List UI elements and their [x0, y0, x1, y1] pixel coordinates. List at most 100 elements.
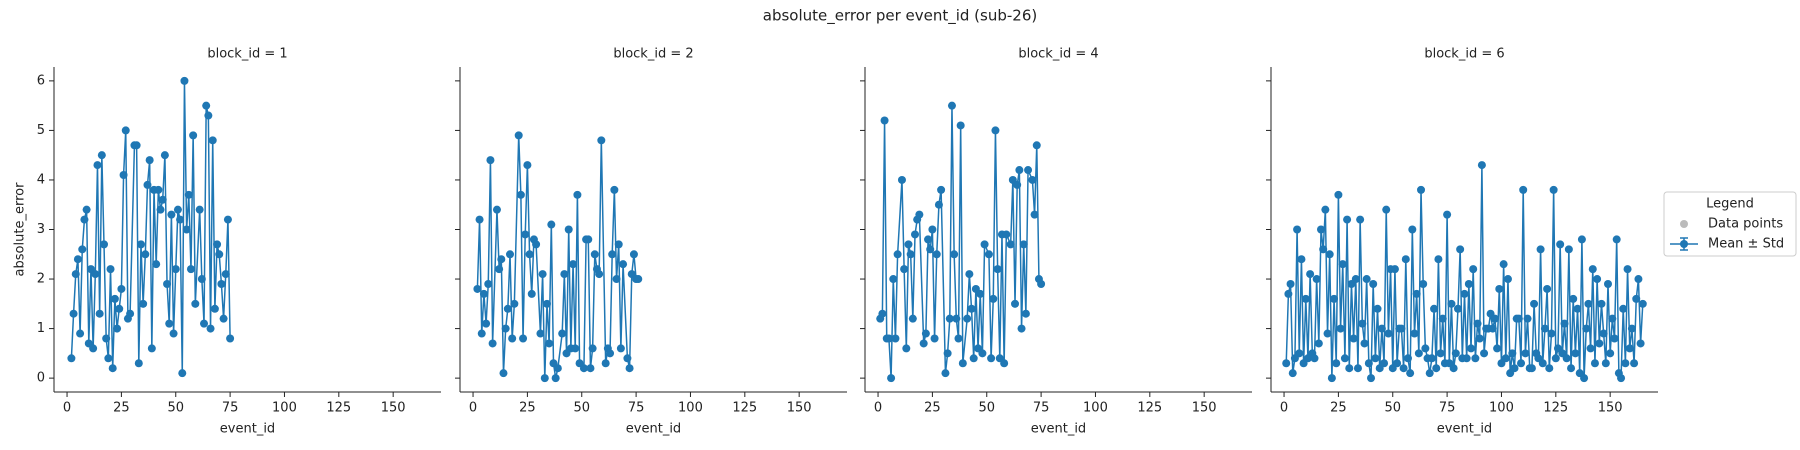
point: [532, 240, 541, 249]
point: [1019, 240, 1028, 249]
point: [921, 329, 930, 338]
point: [152, 260, 161, 269]
point: [980, 240, 989, 249]
point: [1471, 354, 1480, 363]
point: [560, 270, 569, 279]
point: [1610, 334, 1619, 343]
point: [477, 329, 486, 338]
point: [180, 76, 189, 85]
point: [1625, 344, 1634, 353]
point: [976, 289, 985, 298]
point: [1377, 324, 1386, 333]
point: [911, 230, 920, 239]
point: [1549, 185, 1558, 194]
point: [978, 349, 987, 358]
point: [1562, 354, 1571, 363]
point: [1282, 359, 1291, 368]
point: [984, 250, 993, 259]
point: [952, 314, 961, 323]
x-tick-label: 100: [678, 401, 703, 416]
point: [558, 329, 567, 338]
point: [623, 354, 632, 363]
legend-marker: [1680, 240, 1688, 248]
point: [932, 250, 941, 259]
point: [880, 116, 889, 125]
point: [969, 354, 978, 363]
point: [1384, 329, 1393, 338]
point: [1632, 294, 1641, 303]
point: [147, 344, 156, 353]
x-tick-label: 50: [1384, 401, 1401, 416]
point: [1364, 359, 1373, 368]
point: [1543, 284, 1552, 293]
point: [1334, 190, 1343, 199]
point: [943, 349, 952, 358]
point: [499, 369, 508, 378]
point: [71, 270, 80, 279]
point: [200, 319, 209, 328]
point: [1406, 369, 1415, 378]
point: [947, 101, 956, 110]
point: [924, 235, 933, 244]
point: [934, 200, 943, 209]
point: [1480, 349, 1489, 358]
point: [1024, 166, 1033, 175]
point: [1519, 185, 1528, 194]
x-tick-label: 25: [1330, 401, 1347, 416]
point: [503, 304, 512, 313]
point: [1490, 314, 1499, 323]
point: [908, 314, 917, 323]
point: [117, 284, 126, 293]
point: [930, 334, 939, 343]
point: [993, 265, 1002, 274]
x-tick-label: 75: [1033, 401, 1050, 416]
point: [1469, 265, 1478, 274]
point: [954, 334, 963, 343]
legend-box: [1663, 191, 1797, 257]
point: [519, 334, 528, 343]
point: [1434, 255, 1443, 264]
y-tick-label: 3: [37, 222, 45, 237]
point: [967, 304, 976, 313]
point: [884, 334, 893, 343]
point: [1030, 210, 1039, 219]
point: [484, 279, 493, 288]
point: [1382, 205, 1391, 214]
x-tick-label: 25: [519, 401, 536, 416]
point: [521, 230, 530, 239]
point: [1327, 374, 1336, 383]
point: [132, 141, 141, 150]
point: [564, 225, 573, 234]
point: [1580, 374, 1589, 383]
point: [1475, 334, 1484, 343]
point: [1332, 359, 1341, 368]
point: [226, 334, 235, 343]
point: [1371, 354, 1380, 363]
x-axis-label: event_id: [220, 422, 275, 437]
point: [169, 329, 178, 338]
point: [1601, 359, 1610, 368]
point: [540, 374, 549, 383]
point: [579, 364, 588, 373]
legend-title: Legend: [1706, 197, 1754, 212]
point: [1521, 349, 1530, 358]
point: [514, 131, 523, 140]
point: [610, 185, 619, 194]
point: [1011, 299, 1020, 308]
point: [619, 260, 628, 269]
point: [1284, 289, 1293, 298]
point: [1358, 319, 1367, 328]
point: [1556, 240, 1565, 249]
y-axis-label: absolute_error: [13, 182, 28, 277]
point: [145, 156, 154, 165]
point: [80, 215, 89, 224]
point: [473, 284, 482, 293]
point: [182, 225, 191, 234]
x-tick-label: 25: [113, 401, 130, 416]
x-tick-label: 125: [1543, 401, 1568, 416]
point: [902, 344, 911, 353]
point: [1436, 349, 1445, 358]
point: [584, 235, 593, 244]
point: [1408, 225, 1417, 234]
legend-label: Mean ± Std: [1708, 237, 1784, 252]
